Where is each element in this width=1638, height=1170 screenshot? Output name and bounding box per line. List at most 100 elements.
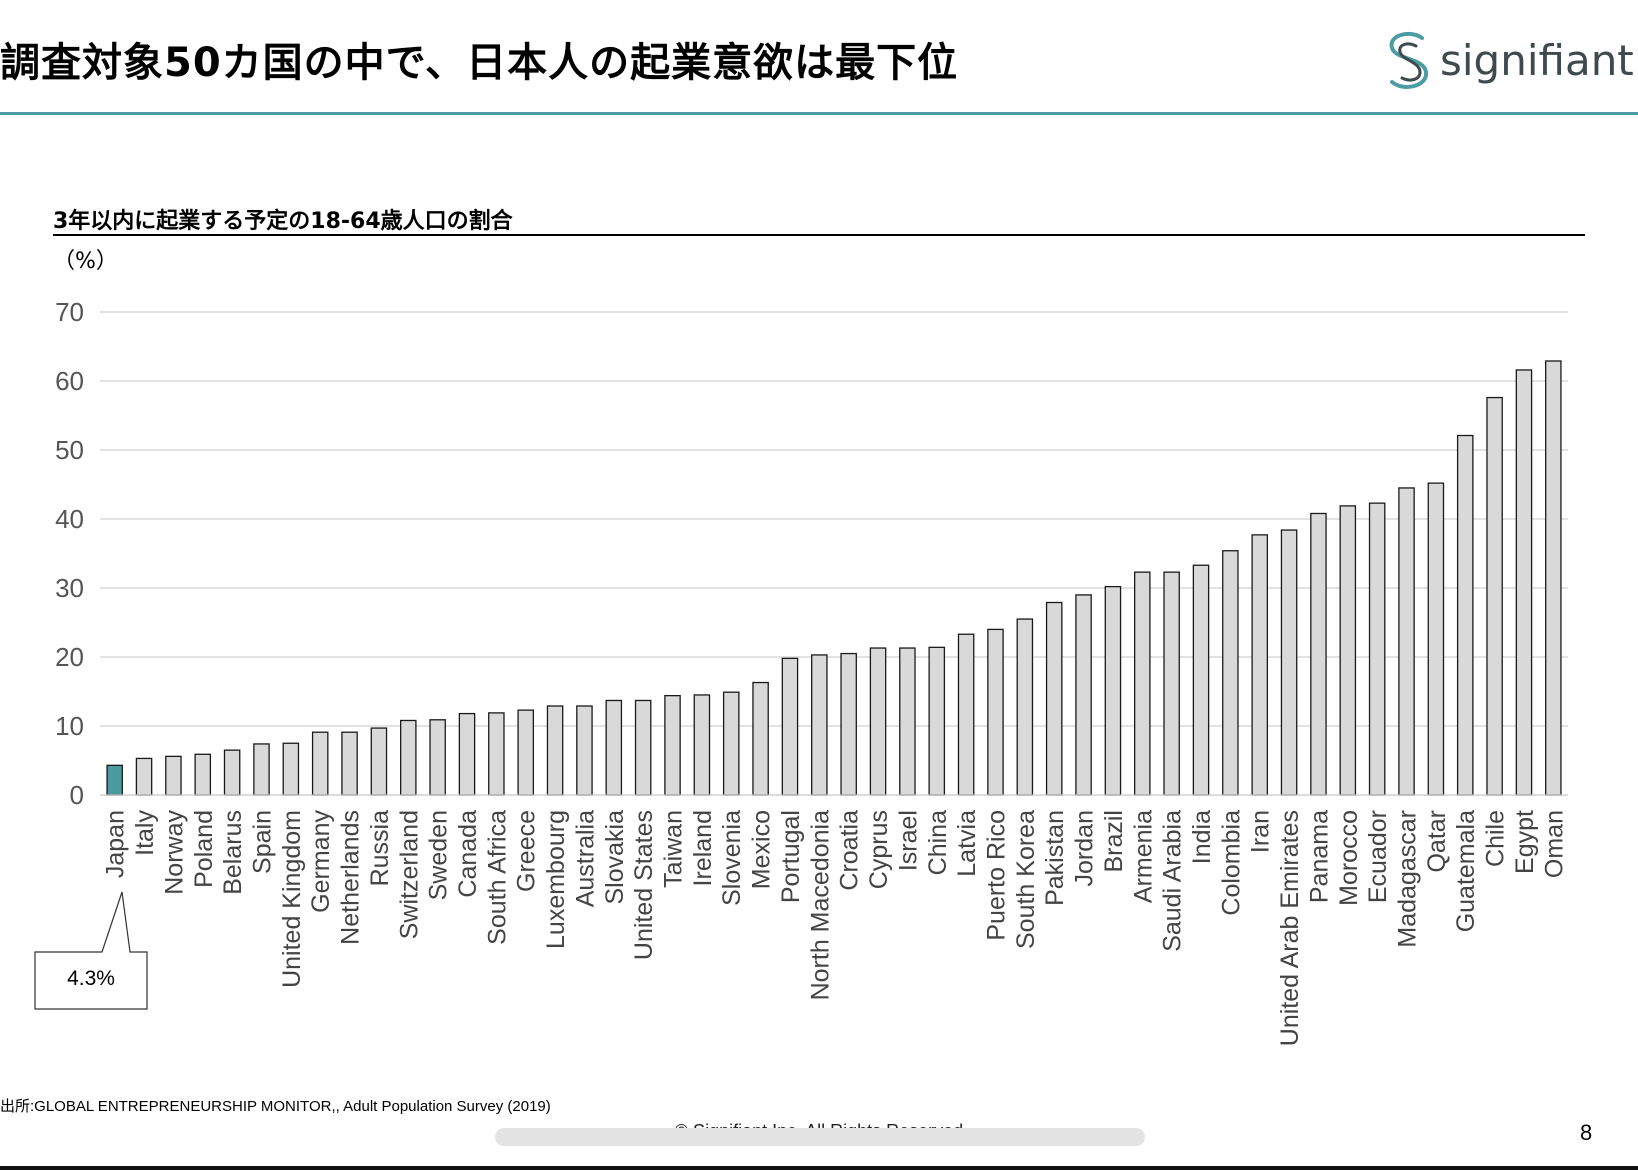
bar-germany	[311, 731, 329, 796]
logo-text: signifiant	[1440, 36, 1634, 85]
x-tick-label: India	[1188, 810, 1216, 864]
y-tick-label: 40	[55, 504, 84, 534]
bar-netherlands	[341, 731, 358, 796]
x-tick-label: Norway	[160, 810, 188, 895]
x-tick-label: Slovakia	[601, 810, 629, 905]
x-tick-label: Panama	[1305, 810, 1333, 903]
bar-armenia	[1133, 571, 1151, 796]
x-tick-label: China	[924, 810, 952, 875]
bar-united-kingdom	[282, 742, 300, 796]
bar-south-korea	[1016, 618, 1034, 796]
bar-egypt	[1515, 369, 1533, 796]
y-tick-label: 70	[55, 297, 84, 327]
x-tick-label: Sweden	[425, 810, 453, 900]
logo-swirl-icon	[1389, 31, 1428, 89]
bar-slovakia	[605, 699, 623, 796]
bar-ecuador	[1368, 502, 1386, 796]
bar-brazil	[1104, 585, 1122, 796]
bar-madagascar	[1398, 487, 1415, 796]
x-tick-label: Switzerland	[395, 810, 423, 939]
x-tick-label: Cyprus	[865, 810, 893, 889]
y-tick-label: 30	[55, 573, 84, 603]
x-tick-label: Ecuador	[1364, 810, 1392, 903]
bar-chile	[1486, 396, 1503, 796]
x-tick-label: United States	[630, 810, 658, 960]
bar-russia	[370, 727, 388, 796]
x-tick-label: Slovenia	[718, 810, 746, 906]
x-tick-label: Brazil	[1100, 810, 1128, 873]
bar-latvia	[957, 633, 975, 796]
bar-cyprus	[869, 647, 887, 796]
bar-puerto-rico	[987, 628, 1004, 796]
x-tick-label: Luxembourg	[542, 810, 570, 949]
x-tick-label: Greece	[513, 810, 541, 892]
bar-qatar	[1427, 482, 1445, 796]
x-tick-label: Guatemala	[1452, 810, 1480, 932]
horizontal-scrollbar[interactable]	[495, 1128, 1145, 1146]
bar-italy	[135, 757, 153, 796]
x-tick-label: Morocco	[1335, 810, 1363, 906]
bar-united-states	[634, 699, 652, 796]
bar-chart: 0 10 20 30 40 50 60 70 Japan Italy Norway Poland Bel…	[55, 297, 1568, 1046]
x-tick-label: Australia	[571, 810, 599, 907]
x-tick-label: Germany	[307, 810, 335, 913]
chart-title: 3年以内に起業する予定の18-64歳人口の割合	[53, 209, 513, 234]
bar-mexico	[752, 681, 769, 796]
bar-norway	[165, 755, 182, 796]
bar-colombia	[1222, 550, 1239, 796]
x-tick-label: Oman	[1540, 810, 1568, 878]
bar-spain	[253, 743, 270, 796]
y-tick-label: 0	[70, 780, 84, 810]
x-tick-label: Puerto Rico	[982, 810, 1010, 941]
x-tick-label: United Kingdom	[278, 810, 306, 988]
x-tick-label: Canada	[454, 810, 482, 898]
x-tick-label: Russia	[366, 810, 394, 887]
bottom-divider	[0, 1166, 1638, 1170]
x-tick-label: Taiwan	[660, 810, 688, 888]
bar-south-africa	[488, 712, 505, 796]
y-axis-unit-label: （%）	[53, 249, 118, 274]
bar-luxembourg	[546, 705, 564, 796]
bar-panama	[1310, 512, 1327, 796]
bar-japan	[106, 764, 123, 796]
bar-greece	[517, 709, 535, 796]
x-tick-label: Portugal	[777, 810, 805, 903]
x-tick-label: Saudi Arabia	[1159, 810, 1187, 952]
page-number: 8	[1580, 1120, 1593, 1145]
x-tick-label: South Africa	[483, 810, 511, 945]
x-tick-label: Jordan	[1071, 810, 1099, 886]
x-tick-label: Spain	[248, 810, 276, 874]
bar-israel	[899, 647, 916, 796]
bar-saudi-arabia	[1163, 571, 1180, 796]
bar-morocco	[1339, 505, 1357, 796]
title-divider	[0, 112, 1638, 115]
bar-jordan	[1075, 594, 1092, 796]
x-tick-label: Colombia	[1217, 810, 1245, 916]
bar-belarus	[223, 749, 241, 796]
y-tick-label: 20	[55, 642, 84, 672]
x-tick-label: Iran	[1247, 810, 1275, 853]
x-tick-label: Japan	[102, 810, 130, 878]
bar-oman	[1545, 360, 1562, 796]
x-tick-label: United Arab Emirates	[1276, 810, 1304, 1046]
x-tick-label: Pakistan	[1041, 810, 1069, 906]
x-tick-label: Latvia	[953, 810, 981, 877]
bar-united-arab-emirates	[1280, 529, 1298, 796]
bar-canada	[458, 712, 476, 796]
x-tick-label: Armenia	[1129, 810, 1157, 903]
bar-north-macedonia	[811, 654, 828, 796]
x-tick-label: Croatia	[836, 810, 864, 891]
bar-portugal	[781, 657, 799, 796]
bar-ireland	[693, 694, 711, 796]
japan-callout-label: 4.3%	[67, 967, 115, 990]
x-tick-label: Netherlands	[337, 810, 365, 945]
chart-title-underline	[53, 234, 1585, 236]
bar-guatemala	[1456, 434, 1474, 796]
x-tick-label: Mexico	[748, 810, 776, 889]
bar-australia	[576, 705, 593, 796]
source-note: 出所:GLOBAL ENTREPRENEURSHIP MONITOR,, Adu…	[0, 1098, 551, 1115]
slide-title: 調査対象50カ国の中で、日本人の起業意欲は最下位	[0, 40, 959, 86]
x-tick-label: Belarus	[219, 810, 247, 895]
x-tick-label: Qatar	[1423, 810, 1451, 873]
x-tick-label: North Macedonia	[806, 810, 834, 1000]
